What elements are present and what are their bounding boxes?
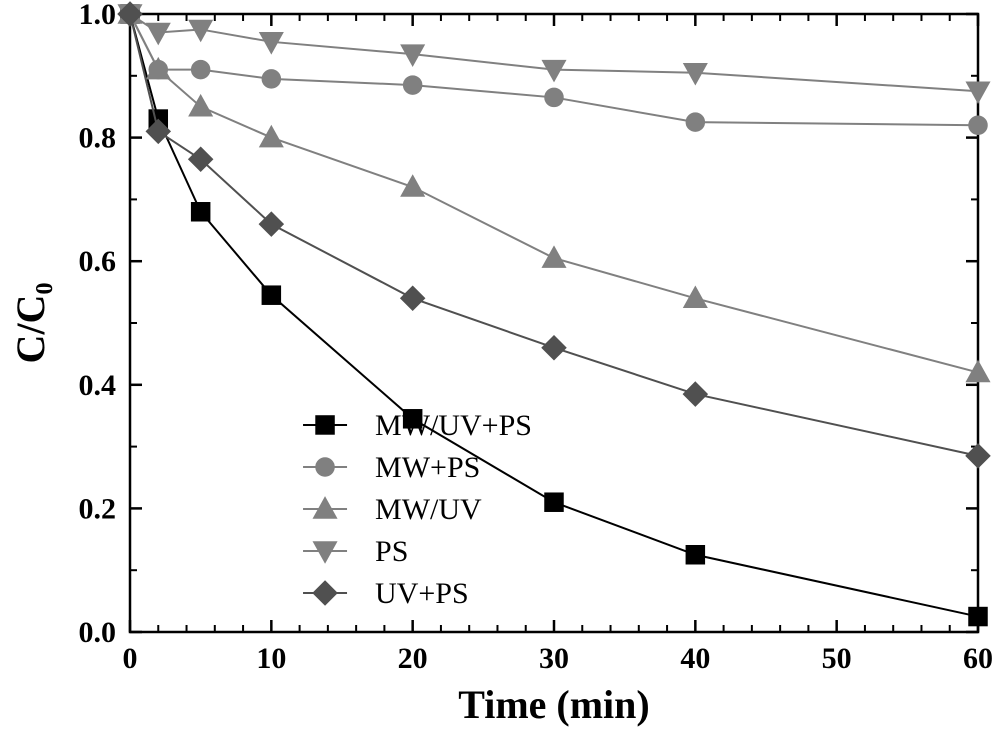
- x-tick-label: 30: [539, 642, 569, 675]
- y-tick-label: 0.2: [79, 492, 117, 525]
- legend-label: MW/UV+PS: [375, 409, 532, 442]
- legend-label: MW/UV: [375, 493, 482, 526]
- y-tick-label: 0.6: [79, 245, 117, 278]
- x-tick-label: 40: [680, 642, 710, 675]
- x-axis-label: Time (min): [458, 682, 649, 727]
- y-tick-label: 0.0: [79, 616, 117, 649]
- x-tick-label: 50: [822, 642, 852, 675]
- x-tick-label: 10: [256, 642, 286, 675]
- degradation-chart: 0 10 20 30 40 50 60 0.0 0.2 0.4 0.6 0.8 1.0 Time (min…: [0, 0, 1000, 736]
- y-tick-label: 0.4: [79, 369, 117, 402]
- legend-label: UV+PS: [375, 577, 469, 610]
- x-tick-label: 20: [398, 642, 428, 675]
- y-tick-label: 1.0: [79, 0, 117, 31]
- legend-label: MW+PS: [375, 451, 480, 484]
- y-tick-label: 0.8: [79, 122, 117, 155]
- x-tick-label: 0: [123, 642, 138, 675]
- legend-label: PS: [375, 535, 408, 568]
- x-tick-label: 60: [963, 642, 993, 675]
- y-axis-label: C/C₀: [8, 283, 53, 364]
